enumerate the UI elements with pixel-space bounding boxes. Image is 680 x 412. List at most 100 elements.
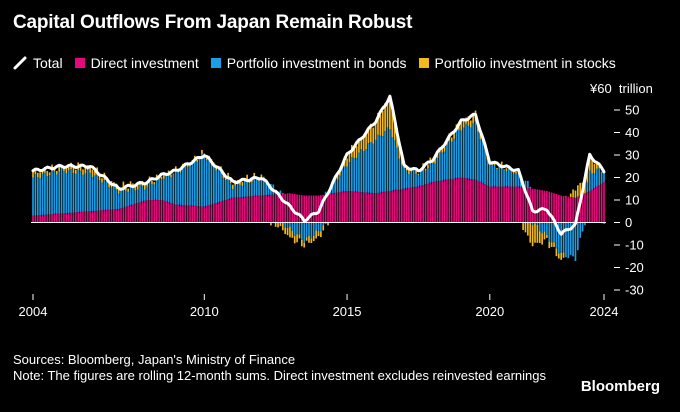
bar-segment-bonds <box>94 175 96 211</box>
bar-segment-stocks <box>408 169 410 175</box>
bar-segment-stocks <box>557 253 560 259</box>
bar-segment-direct <box>108 209 110 223</box>
bar-segment-bonds <box>586 182 589 193</box>
bar-segment-bonds <box>44 172 46 215</box>
bar-segment-direct <box>367 192 370 223</box>
bar-segment-direct <box>184 205 187 223</box>
bar-segment-bonds <box>67 170 70 213</box>
bar-segment-direct <box>191 205 194 223</box>
bar-segment-bonds <box>396 147 398 190</box>
bar-segment-stocks <box>160 176 163 180</box>
bar-segment-bonds <box>569 222 572 255</box>
bar-segment-stocks <box>48 172 51 176</box>
bar-segment-direct <box>603 182 605 223</box>
bar-segment-direct <box>46 214 49 223</box>
bar-segment-stocks <box>358 138 360 153</box>
bar-segment-bonds <box>562 222 565 253</box>
bar-segment-stocks <box>322 225 325 231</box>
bar-segment-stocks <box>246 174 248 180</box>
bar-segment-bonds <box>193 159 196 206</box>
bar-segment-bonds <box>60 168 63 214</box>
bar-segment-stocks <box>136 183 139 190</box>
bar-segment-direct <box>546 191 548 223</box>
bar-segment-stocks <box>515 171 517 174</box>
bar-segment-stocks <box>574 190 577 198</box>
bar-segment-bonds <box>243 181 246 197</box>
bar-segment-direct <box>174 204 177 223</box>
bar-segment-stocks <box>469 120 472 128</box>
bar-segment-direct <box>212 203 215 223</box>
bar-segment-direct <box>286 193 289 223</box>
bar-segment-bonds <box>596 168 598 187</box>
bar-segment-direct <box>446 179 448 223</box>
bar-segment-direct <box>374 193 377 223</box>
bar-segment-stocks <box>389 96 391 130</box>
bar-segment-bonds <box>74 173 77 213</box>
bar-segment-stocks <box>355 145 358 159</box>
bar-segment-bonds <box>529 186 532 189</box>
bar-segment-direct <box>236 197 239 223</box>
bar-segment-bonds <box>581 222 584 232</box>
bar-segment-direct <box>153 200 156 223</box>
bar-segment-bonds <box>415 173 417 187</box>
bar-segment-bonds <box>165 173 168 202</box>
bar-segment-direct <box>384 191 386 223</box>
bar-segment-direct <box>522 187 524 223</box>
bar-segment-direct <box>79 212 82 223</box>
bar-segment-direct <box>481 183 484 223</box>
line-swatch-icon <box>13 56 27 70</box>
bar-segment-direct <box>72 212 75 223</box>
bar-segment-bonds <box>334 178 336 193</box>
bar-segment-direct <box>293 194 296 223</box>
bar-segment-bonds <box>136 189 139 203</box>
bar-segment-stocks <box>134 186 137 191</box>
bar-segment-direct <box>189 205 191 223</box>
bar-segment-direct <box>581 194 584 223</box>
bar-segment-bonds <box>517 170 520 187</box>
bar-segment-direct <box>143 200 146 223</box>
bar-segment-direct <box>515 186 517 223</box>
bar-segment-bonds <box>393 140 396 191</box>
bar-segment-bonds <box>465 123 467 179</box>
bar-segment-direct <box>224 200 227 223</box>
bar-segment-direct <box>158 200 160 223</box>
bar-segment-direct <box>419 185 422 223</box>
bar-segment-direct <box>484 184 486 223</box>
bar-segment-bonds <box>163 178 165 201</box>
bar-segment-stocks <box>284 227 287 235</box>
bar-segment-direct <box>322 194 325 223</box>
bar-segment-bonds <box>448 140 451 180</box>
legend-swatch-stocks <box>418 58 429 68</box>
bar-segment-stocks <box>381 110 384 137</box>
bar-segment-bonds <box>301 222 303 240</box>
bar-segment-bonds <box>398 158 401 190</box>
bar-segment-stocks <box>122 181 125 188</box>
bar-segment-stocks <box>505 168 508 172</box>
bar-segment-direct <box>586 192 589 223</box>
x-tick-label: 2020 <box>475 304 504 319</box>
bar-segment-bonds <box>246 179 248 197</box>
bar-segment-stocks <box>543 231 546 240</box>
bar-segment-direct <box>67 212 70 223</box>
bar-segment-stocks <box>546 235 548 238</box>
bar-segment-stocks <box>281 222 284 231</box>
chart-title: Capital Outflows From Japan Remain Robus… <box>13 12 413 33</box>
bar-segment-direct <box>455 178 458 223</box>
bar-segment-bonds <box>336 179 339 193</box>
bar-segment-bonds <box>201 153 203 207</box>
bar-segment-bonds <box>603 169 605 182</box>
bar-segment-stocks <box>222 174 225 179</box>
bar-segment-stocks <box>472 115 474 124</box>
bar-segment-stocks <box>74 169 77 174</box>
bar-segment-stocks <box>310 238 313 244</box>
bar-segment-bonds <box>379 135 382 193</box>
bar-segment-direct <box>281 193 284 223</box>
bar-segment-bonds <box>36 177 39 216</box>
bar-segment-stocks <box>36 172 39 178</box>
bar-segment-bonds <box>541 222 543 234</box>
bar-segment-direct <box>329 193 332 223</box>
bar-segment-bonds <box>41 173 44 215</box>
bar-segment-stocks <box>370 123 372 143</box>
bar-segment-bonds <box>103 180 106 211</box>
bar-segment-direct <box>205 206 208 223</box>
